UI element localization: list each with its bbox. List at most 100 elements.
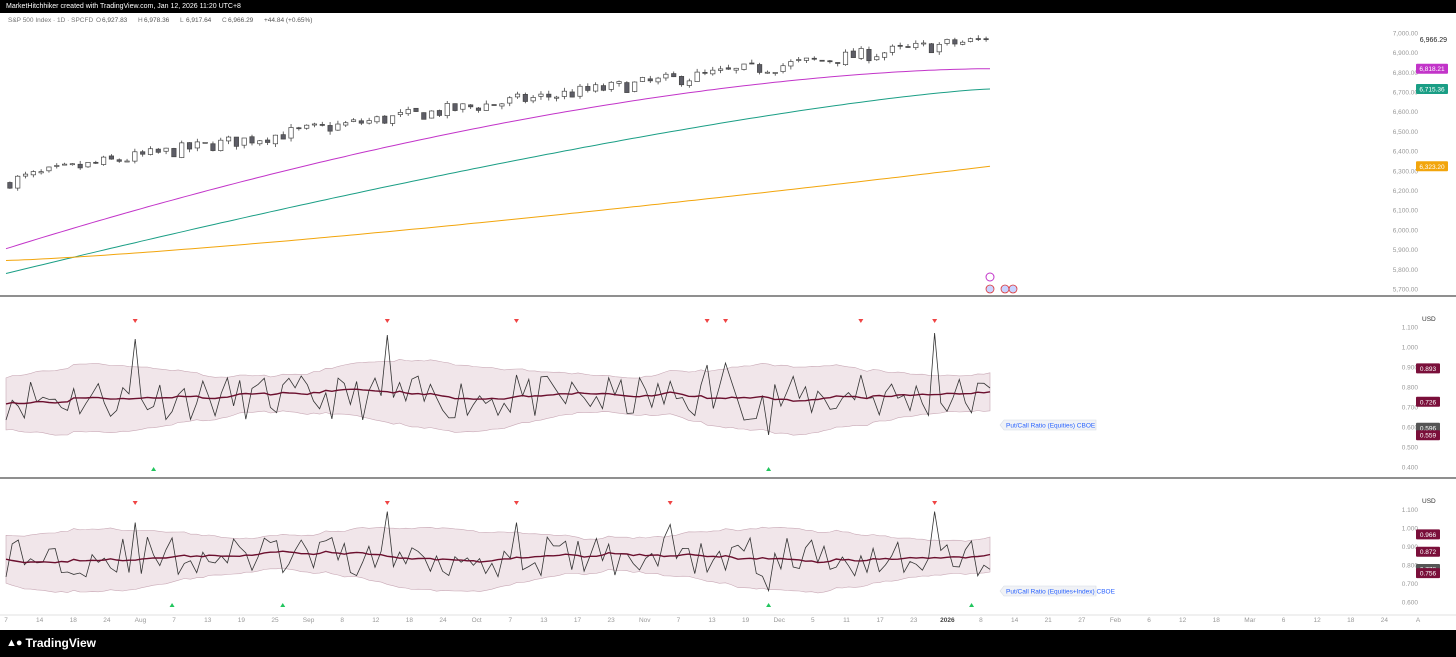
time-axis-tick: 8 [979,617,983,624]
candle-body [22,173,29,177]
legend-l-value: 6,917.64 [186,17,212,24]
candle-body [483,103,489,111]
price-pane: O 6,927.83 H 6,978.36 L 6,917.64 C 6,966.29 +44.… [5,17,1448,294]
time-axis-tick: Sep [303,617,315,624]
candle-body [311,123,318,126]
time-axis-tick: 17 [574,617,582,624]
ma-value-badge [1416,161,1448,172]
osc-axis-tick: 1.000 [1402,345,1419,352]
sell-signal-arrow [932,319,938,323]
candle-body [952,39,958,45]
osc-value-text: 0.756 [1420,571,1437,578]
time-axis-tick: 7 [172,617,176,624]
candle-body [819,59,825,62]
time-axis-tick: 11 [843,617,850,624]
time-axis-tick: 14 [1011,617,1019,624]
candle-body [647,78,653,82]
candle-body [397,112,403,115]
candle-body [54,165,60,167]
candle-body [491,104,497,106]
tradingview-logo[interactable]: ▲● TradingView [6,636,96,650]
candle-body [413,107,419,112]
candle-body [507,97,513,104]
candle-body [624,82,630,93]
time-axis-tick: 13 [540,617,548,624]
time-axis-tick: Oct [472,617,482,624]
candle-body [874,56,880,61]
candle-body [811,57,817,60]
candle-body [741,63,747,70]
time-axis-tick: 13 [708,617,716,624]
sell-signal-arrow [704,319,710,323]
moving-average-line-1 [5,68,991,250]
legend-h-value: 6,978.36 [144,17,170,24]
time-axis-tick: 7 [677,617,681,624]
buy-signal-arrow [169,603,175,607]
sell-signal-arrow [667,501,673,505]
smoothed-average-line [5,550,991,564]
candle-body [960,41,966,45]
price-axis-tick: 5,900.00 [1393,247,1419,254]
us-flag-event-icon [1000,284,1010,294]
candle-body [358,120,364,124]
candle-body [725,67,731,70]
legend-o-label: O [96,17,101,24]
candle-body [132,151,138,162]
osc-value-badge [1416,568,1440,579]
candle-body [897,44,903,47]
series-label-tag [999,419,1097,431]
candle-body [772,72,778,74]
candle-body [514,93,521,98]
candle-body [546,93,552,98]
candle-body [429,110,435,119]
candle-body [257,140,263,145]
series-label-tag [999,585,1097,597]
candle-body [194,141,200,149]
price-axis-tick: 6,400.00 [1393,149,1419,156]
candle-body [780,65,786,72]
price-axis-tick: 6,900.00 [1393,50,1419,57]
candle-body [288,127,294,139]
time-axis-tick: 24 [103,617,111,624]
candle-body [468,104,474,108]
candle-body [272,134,278,145]
candle-body [569,91,575,98]
candle-body [46,166,52,172]
candle-body [733,67,739,71]
time-axis-tick: 24 [1381,617,1389,624]
candle-body [444,103,450,116]
osc-value-text: 0.596 [1420,425,1437,432]
candle-body [702,72,708,74]
candle-body [108,155,114,160]
chart-canvas[interactable]: O 6,927.83 H 6,978.36 L 6,917.64 C 6,966.29 +44.… [0,13,1456,630]
price-axis-tick: 6,000.00 [1393,227,1419,234]
candle-body [210,143,216,151]
candle-body [936,43,942,53]
candle-body [62,163,68,166]
time-axis-tick: 18 [406,617,414,624]
osc-axis-tick: 1.100 [1402,325,1419,332]
osc-value-badge [1416,546,1440,557]
candle-body [835,62,841,64]
us-flag-event-icon [1008,284,1018,294]
time-axis-tick: 8 [340,617,344,624]
bollinger-band [5,358,991,436]
osc-axis-tick: 1.100 [1402,507,1419,514]
ma-value-text: 6,715.36 [1419,86,1445,93]
time-axis-tick: 25 [271,617,279,624]
candle-body [38,171,44,174]
candle-body [616,81,622,84]
price-axis-tick: 6,100.00 [1393,208,1419,215]
time-axis-tick: Aug [135,617,147,624]
candle-body [499,103,505,107]
time-axis-tick: 27 [1078,617,1086,624]
candle-body [694,71,700,82]
osc-axis-tick: 0.600 [1402,425,1419,432]
time-axis-tick: 23 [608,617,616,624]
candle-body [350,119,357,122]
osc-axis-tick: 0.500 [1402,445,1419,452]
candle-body [343,122,349,126]
tradingview-brand-text: TradingView [25,636,96,650]
candle-body [304,124,310,129]
putcall-ratio-line [5,332,991,436]
